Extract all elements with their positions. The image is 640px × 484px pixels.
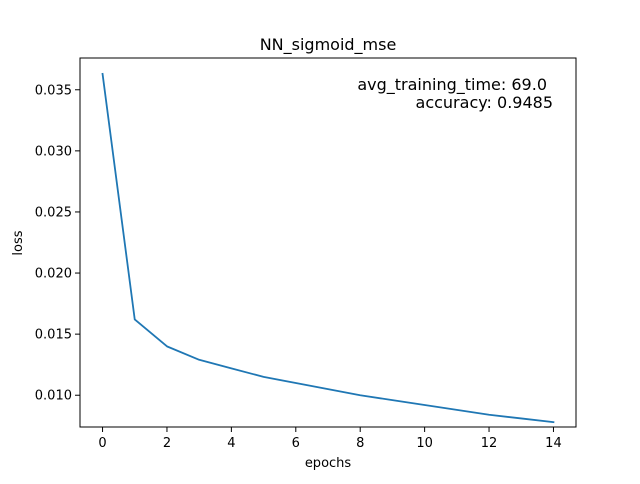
x-tick-label: 10	[416, 436, 433, 451]
x-axis-label: epochs	[305, 456, 352, 471]
y-tick-label: 0.020	[35, 267, 72, 282]
annotation-accuracy: accuracy: 0.9485	[416, 93, 553, 112]
x-tick-label: 12	[481, 436, 498, 451]
y-tick-label: 0.015	[35, 328, 72, 343]
y-tick-label: 0.035	[35, 83, 72, 98]
chart-title: NN_sigmoid_mse	[260, 35, 397, 55]
x-tick-label: 8	[356, 436, 364, 451]
y-tick-label: 0.030	[35, 144, 72, 159]
x-tick-label: 0	[98, 436, 106, 451]
y-tick-label: 0.025	[35, 205, 72, 220]
x-tick-label: 2	[163, 436, 171, 451]
y-axis-label: loss	[11, 230, 26, 255]
plot-frame	[79, 57, 577, 428]
y-axis-ticks: 0.010 0.015 0.020 0.025 0.030 0.035	[35, 83, 80, 404]
x-tick-label: 4	[227, 436, 235, 451]
x-axis-ticks: 0 2 4 6 8 10 12 14	[98, 427, 562, 451]
plot-area	[80, 58, 576, 427]
x-tick-label: 6	[292, 436, 300, 451]
annotation-training-time: avg_training_time: 69.0	[357, 75, 547, 95]
series-line-loss	[101, 72, 555, 424]
y-tick-label: 0.010	[35, 389, 72, 404]
x-tick-label: 14	[545, 436, 562, 451]
